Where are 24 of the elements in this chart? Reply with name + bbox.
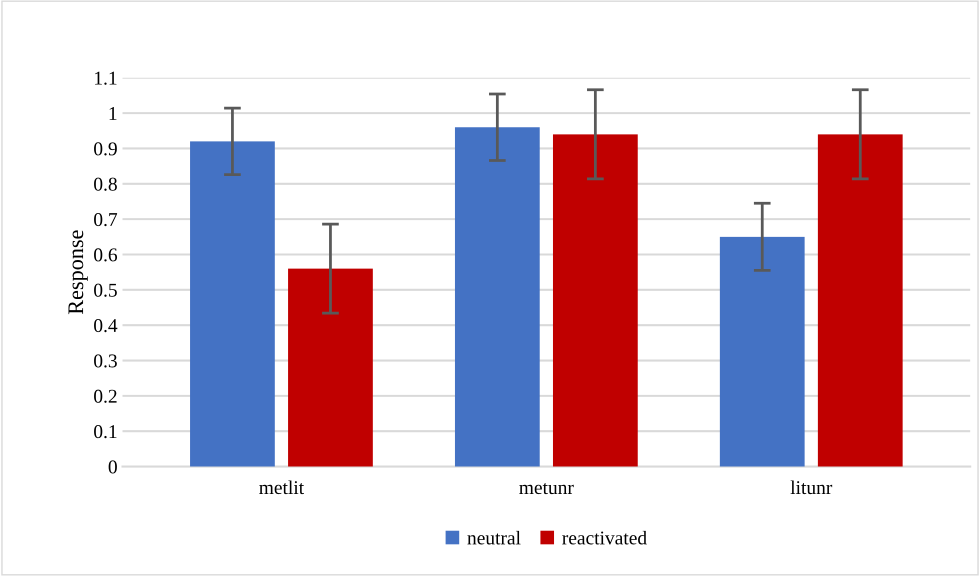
y-axis-title: Response	[68, 230, 88, 314]
y-tick-label: 0	[108, 460, 117, 474]
legend-label: neutral	[467, 530, 521, 545]
y-tick-label: 0.8	[94, 178, 117, 191]
y-tick-label: 0.3	[94, 354, 117, 368]
bar	[552, 134, 638, 467]
bar	[720, 236, 805, 467]
bar	[190, 141, 275, 467]
x-tick-label: litunr	[790, 480, 832, 494]
bar	[818, 134, 903, 467]
y-tick-label: 0.7	[94, 212, 118, 226]
y-tick-label: 1.1	[95, 72, 116, 85]
y-tick-label: 0.4	[94, 318, 118, 332]
y-tick-label: 0.6	[94, 248, 118, 262]
y-tick-label: 0.9	[94, 142, 117, 156]
x-tick-label: metunr	[519, 482, 574, 494]
y-tick-label: 0.1	[94, 425, 116, 438]
y-tick-label: 1	[110, 107, 116, 120]
legend-label: reactivated	[562, 530, 647, 545]
y-tick-label: 0.5	[94, 284, 117, 297]
bar	[288, 268, 373, 467]
bar	[454, 127, 540, 467]
x-tick-label: metlit	[259, 480, 304, 494]
y-tick-label: 0.2	[94, 390, 117, 403]
